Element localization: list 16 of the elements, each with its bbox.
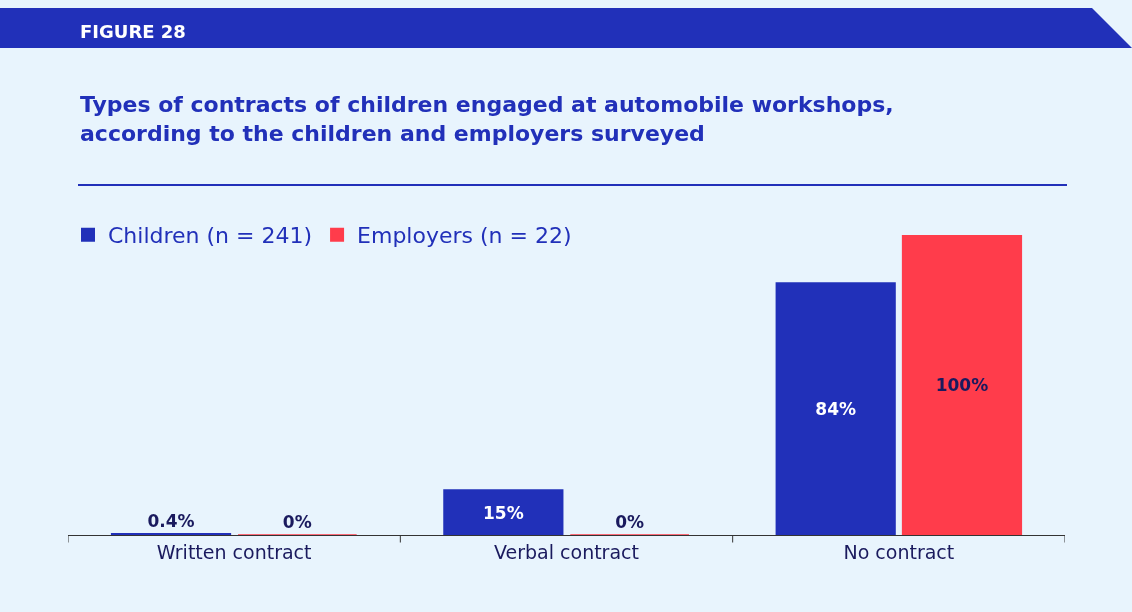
x-tick-label: Verbal contract bbox=[494, 540, 639, 563]
data-label: 0% bbox=[282, 512, 312, 532]
legend-label: Employers (n = 22) bbox=[357, 223, 572, 249]
bar bbox=[775, 282, 896, 535]
chart-title: Types of contracts of children engaged at automobile workshops, according to the children and employers surveyed bbox=[80, 92, 894, 146]
legend-label: Children (n = 241) bbox=[108, 223, 313, 249]
chart-subtitle: FIGURE 28 bbox=[80, 21, 186, 42]
data-label: 15% bbox=[483, 502, 524, 523]
data-label: 84% bbox=[815, 399, 857, 419]
data-label: 0% bbox=[615, 512, 645, 532]
x-tick-label: Written contract bbox=[156, 540, 312, 563]
bar bbox=[443, 489, 564, 535]
data-label: 0.4% bbox=[147, 510, 195, 531]
bar bbox=[901, 235, 1023, 535]
data-label: 100% bbox=[935, 375, 989, 395]
x-tick-label: No contract bbox=[843, 540, 955, 563]
